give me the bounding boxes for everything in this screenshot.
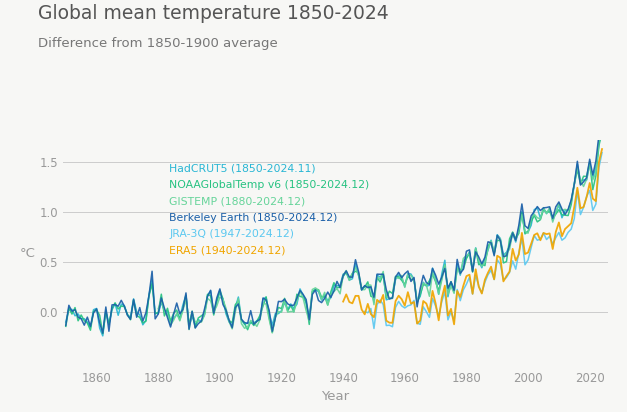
Text: JRA-3Q (1947-2024.12): JRA-3Q (1947-2024.12): [169, 229, 294, 239]
Text: HadCRUT5 (1850-2024.11): HadCRUT5 (1850-2024.11): [169, 164, 316, 174]
Text: GISTEMP (1880-2024.12): GISTEMP (1880-2024.12): [169, 197, 305, 206]
Text: ERA5 (1940-2024.12): ERA5 (1940-2024.12): [169, 246, 285, 255]
Text: Berkeley Earth (1850-2024.12): Berkeley Earth (1850-2024.12): [169, 213, 337, 223]
Text: NOAAGlobalTemp v6 (1850-2024.12): NOAAGlobalTemp v6 (1850-2024.12): [169, 180, 369, 190]
Text: Difference from 1850-1900 average: Difference from 1850-1900 average: [38, 37, 277, 50]
Text: Global mean temperature 1850-2024: Global mean temperature 1850-2024: [38, 4, 388, 23]
Y-axis label: °C: °C: [20, 247, 36, 260]
X-axis label: Year: Year: [322, 390, 349, 403]
